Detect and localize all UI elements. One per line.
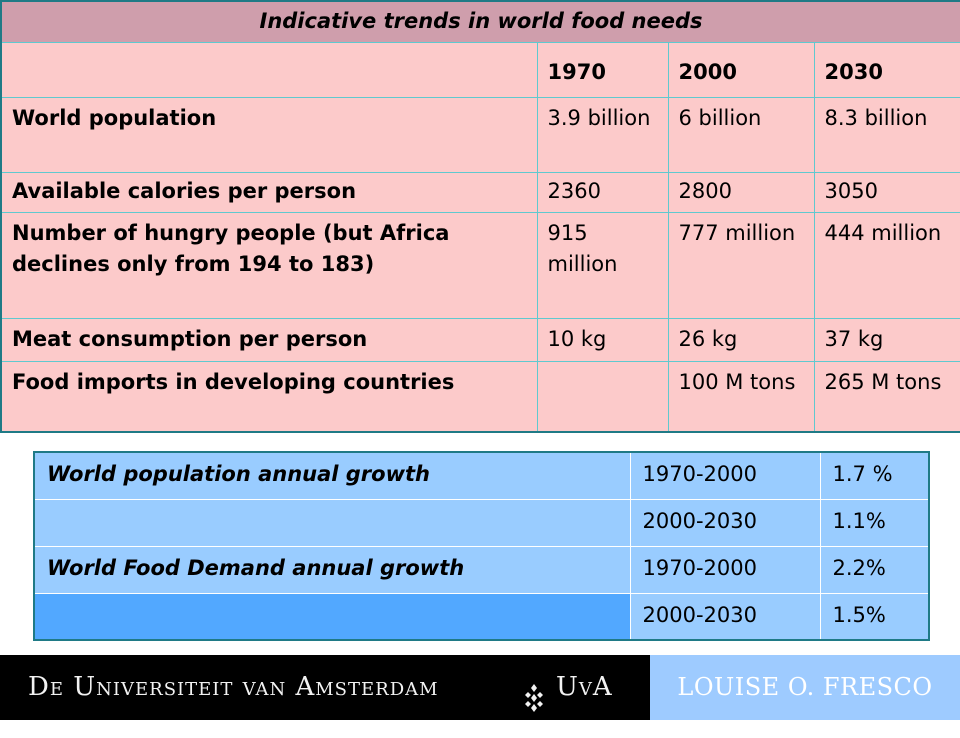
table-row: 2000-2030 1.5%: [33, 592, 930, 641]
cell-value: 444 million: [813, 211, 960, 319]
footer: De Universiteit van Amsterdam UvA LOUISE…: [0, 655, 960, 720]
university-bar: De Universiteit van Amsterdam UvA: [0, 655, 650, 720]
table-row: Number of hungry people (but Africa decl…: [0, 211, 960, 319]
rate-cell: 1.5%: [819, 592, 930, 641]
table-row: World population annual growth 1970-2000…: [33, 451, 930, 500]
row-label: Food imports in developing countries: [0, 360, 538, 433]
trends-title-row: Indicative trends in world food needs: [0, 0, 960, 43]
year-header: 1970: [536, 41, 669, 98]
cell-value: 100 M tons: [667, 360, 815, 433]
cell-value: 265 M tons: [813, 360, 960, 433]
year-header: 2000: [667, 41, 815, 98]
year-header: 2030: [813, 41, 960, 98]
row-label: Available calories per person: [0, 171, 538, 213]
university-abbr: UvA: [556, 672, 613, 702]
table-row: World population 3.9 billion 6 billion 8…: [0, 96, 960, 173]
trends-year-row: 1970 2000 2030: [0, 41, 960, 98]
row-label: World Food Demand annual growth: [33, 545, 631, 594]
author-band: LOUISE O. FRESCO: [650, 655, 960, 720]
year-header-blank: [0, 41, 538, 98]
cell-value: 2360: [536, 171, 669, 213]
cell-value: 2800: [667, 171, 815, 213]
author-name: LOUISE O. FRESCO: [677, 673, 933, 701]
cell-value: 26 kg: [667, 317, 815, 362]
trends-table: Indicative trends in world food needs 19…: [0, 0, 960, 433]
row-label: World population annual growth: [33, 451, 631, 500]
row-label: World population: [0, 96, 538, 173]
row-label: Number of hungry people (but Africa decl…: [0, 211, 538, 319]
cell-value: 777 million: [667, 211, 815, 319]
growth-table: World population annual growth 1970-2000…: [33, 451, 930, 641]
period-cell: 2000-2030: [629, 592, 821, 641]
row-label: [33, 498, 631, 547]
university-name: De Universiteit van Amsterdam: [28, 672, 439, 702]
period-cell: 1970-2000: [629, 545, 821, 594]
cell-value: 6 billion: [667, 96, 815, 173]
rate-cell: 2.2%: [819, 545, 930, 594]
row-label: [33, 592, 631, 641]
cell-value: 3050: [813, 171, 960, 213]
rate-cell: 1.1%: [819, 498, 930, 547]
table-row: Available calories per person 2360 2800 …: [0, 171, 960, 213]
cell-value: 8.3 billion: [813, 96, 960, 173]
cell-value: 10 kg: [536, 317, 669, 362]
period-cell: 1970-2000: [629, 451, 821, 500]
trends-title: Indicative trends in world food needs: [0, 0, 960, 43]
table-row: 2000-2030 1.1%: [33, 498, 930, 547]
cell-value: [536, 360, 669, 433]
table-row: World Food Demand annual growth 1970-200…: [33, 545, 930, 594]
table-row: Food imports in developing countries 100…: [0, 360, 960, 433]
cell-value: 915 million: [536, 211, 669, 319]
cell-value: 37 kg: [813, 317, 960, 362]
uva-emblem-icon: [522, 673, 546, 712]
row-label: Meat consumption per person: [0, 317, 538, 362]
table-row: Meat consumption per person 10 kg 26 kg …: [0, 317, 960, 362]
cell-value: 3.9 billion: [536, 96, 669, 173]
period-cell: 2000-2030: [629, 498, 821, 547]
rate-cell: 1.7 %: [819, 451, 930, 500]
